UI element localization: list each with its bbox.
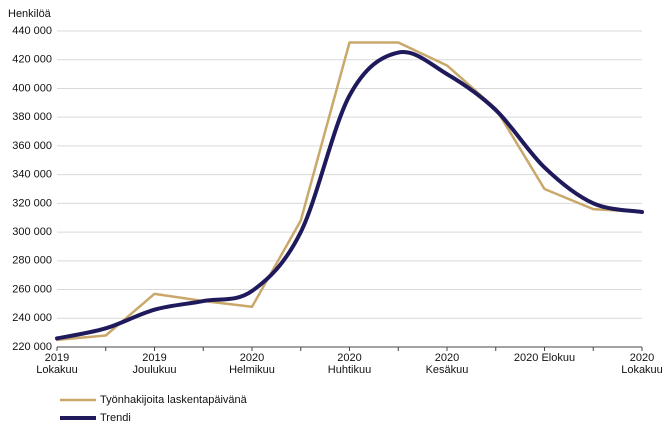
x-tick-label: 2020 Lokakuu xyxy=(621,352,663,376)
y-tick-label: 340 000 xyxy=(12,169,52,181)
y-tick-label: 380 000 xyxy=(12,111,52,123)
y-tick-label: 320 000 xyxy=(12,197,52,209)
legend-label: Trendi xyxy=(100,412,131,424)
x-tick-label: 2020 Helmikuu xyxy=(229,352,275,376)
series-line xyxy=(55,50,644,341)
y-tick-label: 280 000 xyxy=(12,255,52,267)
y-tick-label: 420 000 xyxy=(12,54,52,66)
y-tick-label: 220 000 xyxy=(12,341,52,353)
x-tick-label: 2020 Huhtikuu xyxy=(327,352,372,376)
y-tick-label: 400 000 xyxy=(12,82,52,94)
y-axis-title: Henkilöä xyxy=(8,8,52,20)
x-tick-label: 2019 Lokakuu xyxy=(36,352,78,376)
y-tick-label: 260 000 xyxy=(12,283,52,295)
legend-label: Työnhakijoita laskentapäivänä xyxy=(100,394,248,406)
y-tick-label: 300 000 xyxy=(12,226,52,238)
series-line xyxy=(55,41,644,342)
x-tick-label: 2020 Elokuu xyxy=(513,352,576,364)
x-tick-label: 2020 Kesäkuu xyxy=(425,352,469,376)
y-tick-label: 360 000 xyxy=(12,140,52,152)
y-tick-label: 240 000 xyxy=(12,312,52,324)
y-tick-label: 440 000 xyxy=(12,25,52,37)
x-tick-label: 2019 Joulukuu xyxy=(132,352,177,376)
